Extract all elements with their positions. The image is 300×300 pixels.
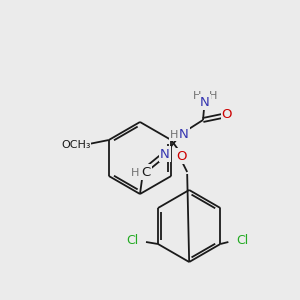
Text: N: N (179, 128, 189, 140)
Text: H: H (131, 168, 139, 178)
Text: Cl: Cl (126, 233, 138, 247)
Text: Cl: Cl (236, 233, 248, 247)
Text: H: H (170, 130, 178, 140)
Text: O: O (176, 149, 186, 163)
Text: N: N (200, 95, 210, 109)
Text: O: O (222, 109, 232, 122)
Text: N: N (160, 148, 170, 160)
Text: H: H (193, 91, 201, 101)
Text: C: C (141, 166, 151, 178)
Text: OCH₃: OCH₃ (61, 140, 91, 150)
Text: H: H (209, 91, 217, 101)
